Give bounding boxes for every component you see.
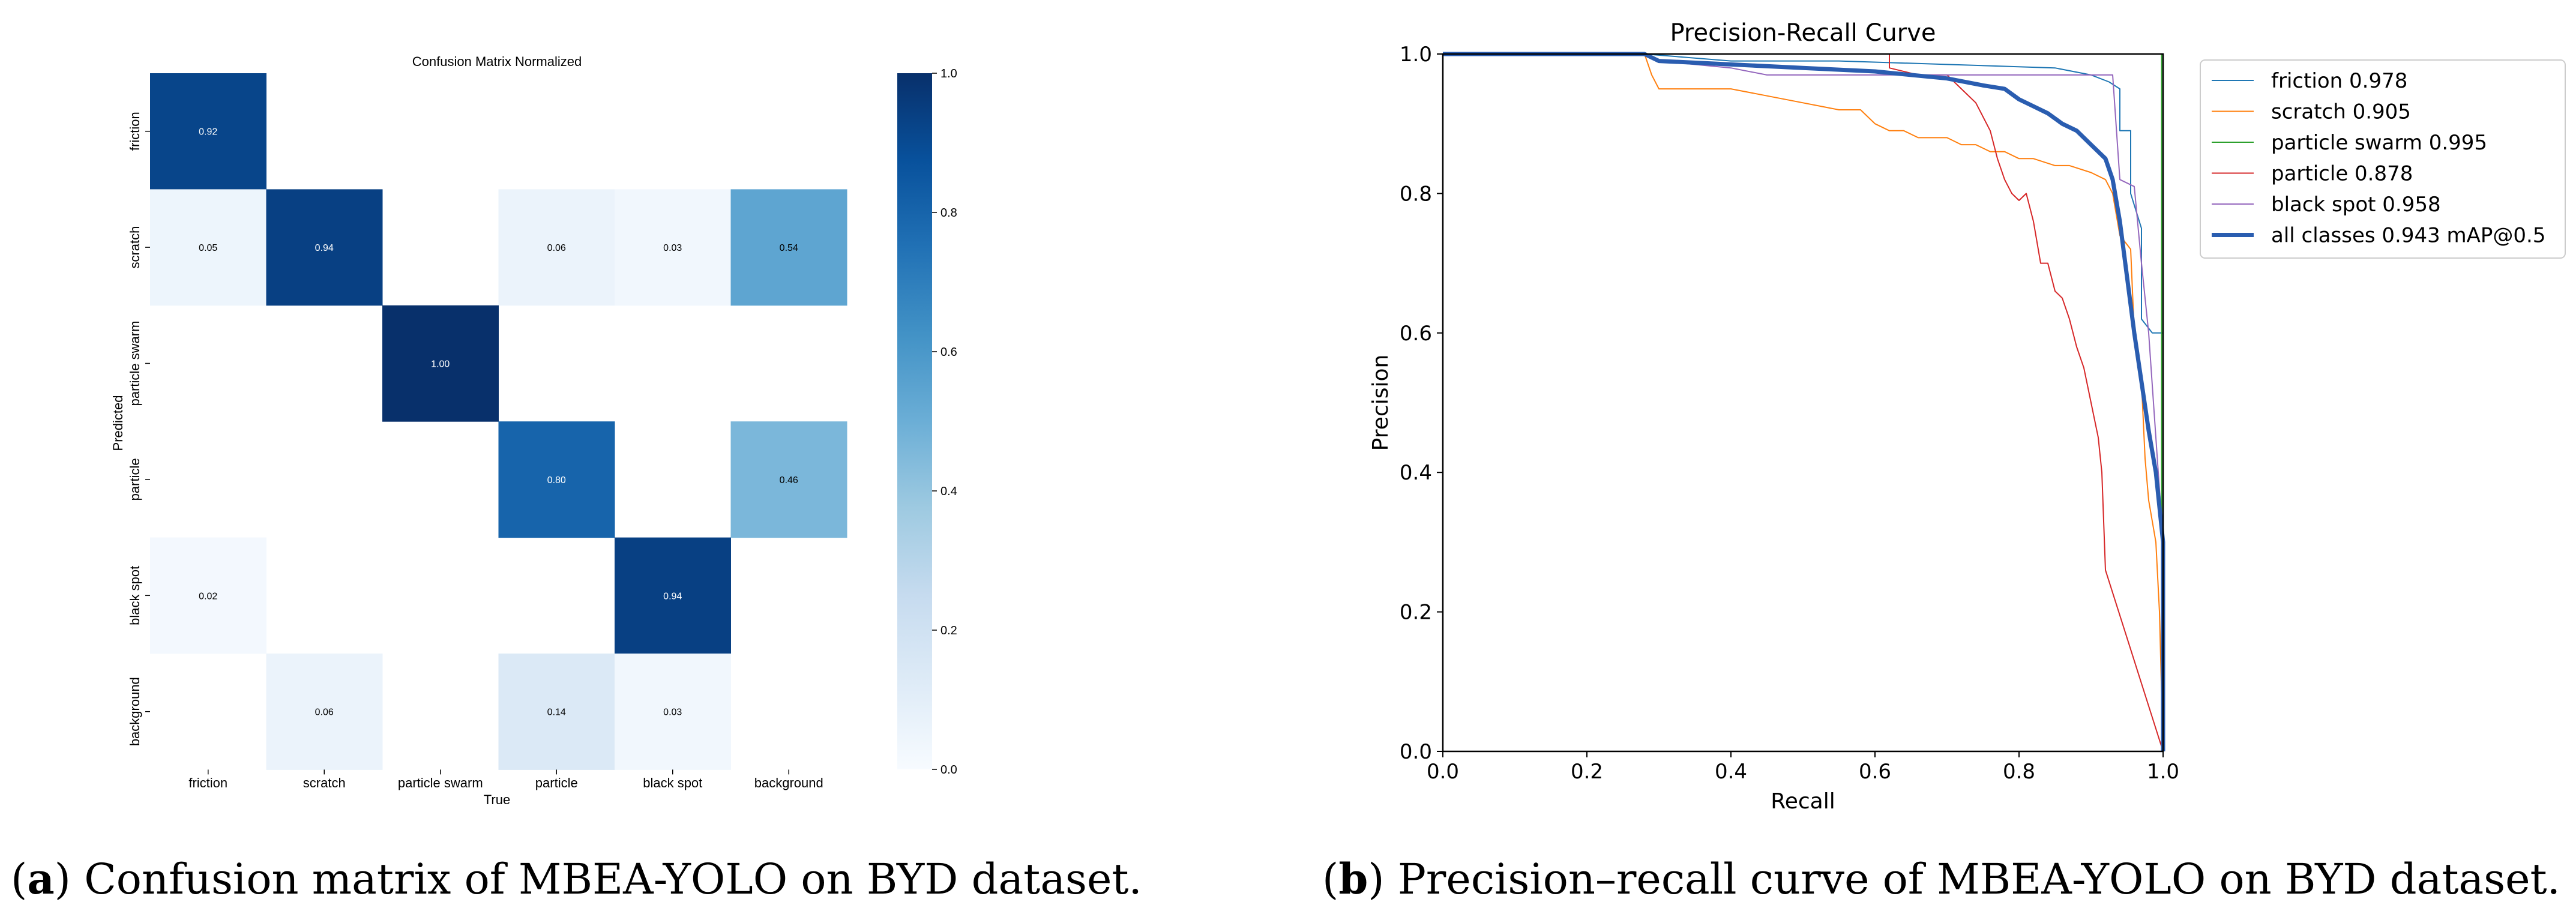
cm-x-tick-label: background [754,775,823,790]
pr-title: Precision-Recall Curve [1670,19,1936,47]
confusion-matrix-title: Confusion Matrix Normalized [412,54,582,69]
cm-cell [266,654,383,770]
cm-cell-value: 0.54 [780,243,798,253]
pr-y-tick-label: 0.4 [1400,461,1432,485]
cm-cell-value: 1.00 [431,359,450,370]
colorbar-tick-label: 0.8 [940,206,957,220]
cm-cell [730,421,847,538]
pr-x-tick-label: 1.0 [2147,760,2179,784]
cm-x-tick-label: black spot [643,775,702,790]
cm-cell [150,189,266,306]
pr-plot-area [1443,54,2163,751]
cm-cell-value: 0.02 [199,591,217,601]
pr-x-tick-label: 0.2 [1571,760,1603,784]
pr-x-tick-label: 0.4 [1715,760,1747,784]
confusion-matrix-cells: 0.92 0.05 0.94 0.06 0.03 0.54 1.00 0.80 0.46 0.02… [150,73,847,770]
colorbar [897,73,932,769]
cm-cell-value: 0.03 [663,708,682,718]
pr-y-ticks: 0.0 0.2 0.4 0.6 0.8 1.0 [1400,43,1443,764]
cm-y-tick-label: background [127,677,142,746]
pr-legend-label: black spot 0.958 [2271,193,2441,217]
colorbar-tick-label: 1.0 [940,67,957,80]
pr-x-tick-label: 0.6 [1859,760,1891,784]
colorbar-tick-label: 0.0 [940,763,957,777]
pr-series-line [1443,52,2165,751]
cm-cell [266,189,383,306]
cm-cell [498,189,615,306]
pr-legend-frame [2200,59,2566,259]
colorbar-tick-label: 0.4 [940,485,957,498]
pr-legend: friction 0.978 scratch 0.905 particle swar… [2200,59,2566,259]
cm-cell-value: 0.06 [547,243,566,253]
cm-cell-value: 0.14 [547,708,566,718]
cm-cell [150,73,266,190]
confusion-matrix-xlabel: True [484,792,510,807]
colorbar-ticks: 0.0 0.2 0.4 0.6 0.8 1.0 [932,67,957,777]
cm-cell [730,189,847,306]
cm-cell [150,537,266,654]
cm-cell-value: 0.03 [663,243,682,253]
cm-cell-value: 0.80 [547,475,566,486]
colorbar-tick-label: 0.6 [940,346,957,359]
confusion-matrix-chart: Confusion Matrix Normalized 0.92 0.05 0.94… [110,54,957,807]
cm-y-tick-label: black spot [127,566,142,625]
cm-cell-value: 0.92 [199,127,217,137]
pr-y-tick-label: 0.8 [1400,182,1432,206]
confusion-matrix-ylabel: Predicted [110,395,125,451]
caption-b-label: b [1338,854,1368,904]
cm-x-tick-label: scratch [303,775,346,790]
confusion-matrix-y-ticks: friction scratch particle swarm particle bla… [127,112,150,746]
pr-y-tick-label: 0.2 [1400,601,1432,625]
cm-cell [615,654,731,770]
cm-y-tick-label: friction [127,112,142,151]
caption-b-text: Precision–recall curve of MBEA-YOLO on B… [1384,855,2560,904]
cm-cell [498,421,615,538]
pr-series-line [1443,53,2164,751]
cm-x-tick-label: friction [188,775,227,790]
cm-y-tick-label: particle [127,458,142,501]
pr-xlabel: Recall [1771,789,1835,814]
pr-x-tick-label: 0.8 [2003,760,2035,784]
cm-cell [615,189,731,306]
pr-legend-label: all classes 0.943 mAP@0.5 [2271,224,2545,248]
cm-cell-value: 0.06 [315,708,334,718]
caption-a-text: Confusion matrix of MBEA-YOLO on BYD dat… [70,855,1142,904]
pr-y-tick-label: 1.0 [1400,43,1432,67]
pr-y-tick-label: 0.6 [1400,322,1432,346]
caption-b: (b) Precision–recall curve of MBEA-YOLO … [1322,854,2560,904]
cm-cell [382,305,499,422]
confusion-matrix-x-ticks: friction scratch particle swarm particle bla… [188,769,823,790]
pr-x-ticks: 0.0 0.2 0.4 0.6 0.8 1.0 [1427,751,2179,784]
cm-x-tick-label: particle [535,775,578,790]
cm-cell-value: 0.05 [199,243,217,253]
caption-a: (a) Confusion matrix of MBEA-YOLO on BYD… [11,854,1142,904]
pr-y-tick-label: 0.0 [1400,740,1432,764]
colorbar-tick-label: 0.2 [940,624,957,637]
cm-x-tick-label: particle swarm [398,775,483,790]
cm-cell-value: 0.94 [315,243,334,253]
pr-series-lines [1443,52,2165,752]
pr-legend-label: particle 0.878 [2271,162,2413,186]
cm-y-tick-label: particle swarm [127,321,142,406]
cm-cell-value: 0.94 [663,591,682,601]
cm-cell [498,654,615,770]
pr-ylabel: Precision [1368,355,1393,451]
pr-legend-label: friction 0.978 [2271,69,2407,93]
pr-x-tick-label: 0.0 [1427,760,1459,784]
pr-axes-frame [1442,53,2164,753]
cm-cell [615,537,731,654]
precision-recall-chart: Precision-Recall Curve 0.0 0.2 0.4 0.6 0.8 1.… [1368,19,2566,814]
pr-legend-label: particle swarm 0.995 [2271,131,2487,155]
cm-y-tick-label: scratch [127,226,142,269]
caption-a-label: a [27,854,55,904]
cm-cell-value: 0.46 [780,475,798,486]
pr-legend-label: scratch 0.905 [2271,100,2411,124]
